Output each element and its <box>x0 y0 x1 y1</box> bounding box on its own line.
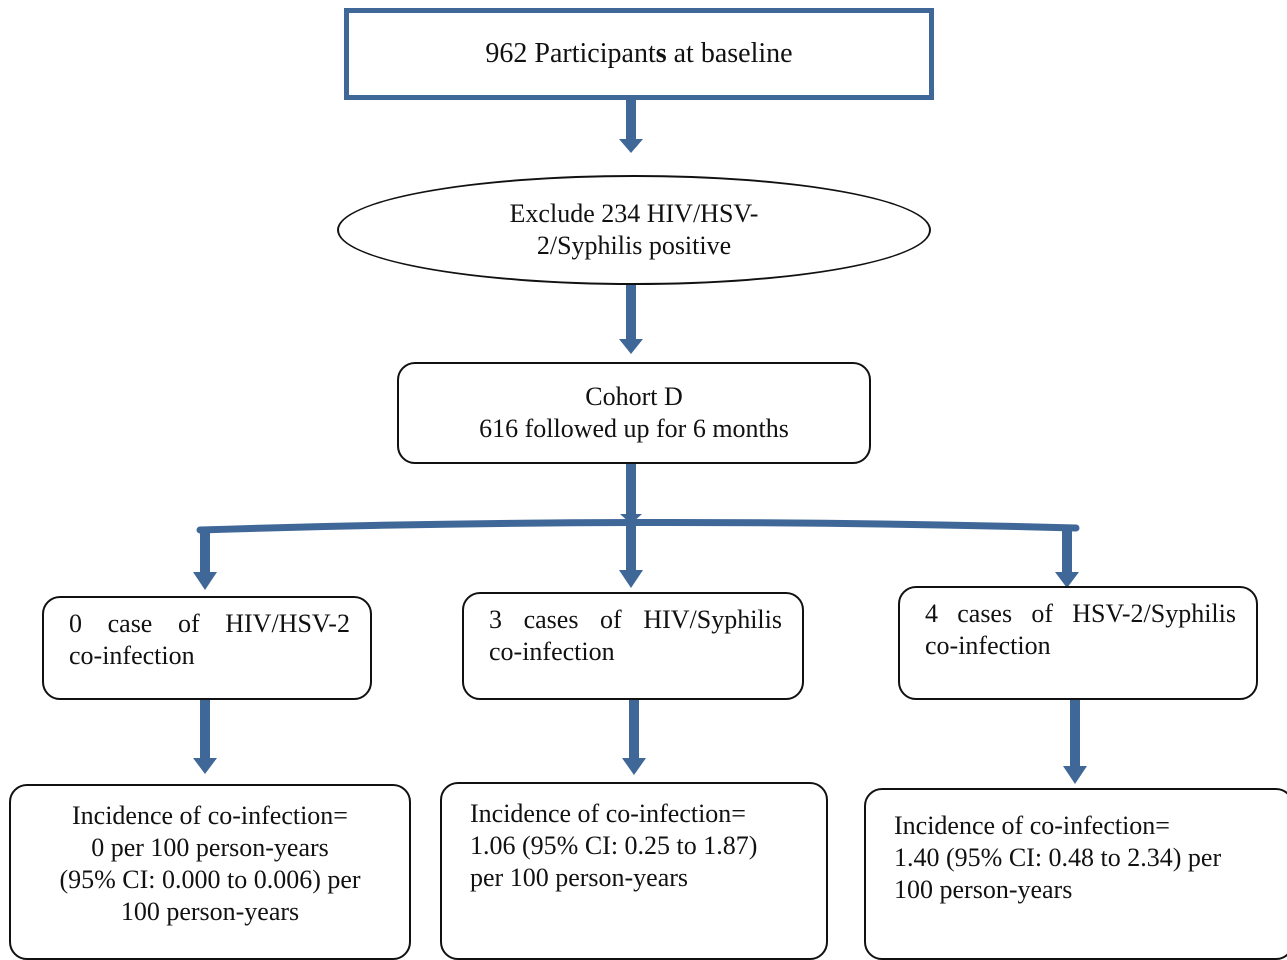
baseline-text-part-1: 962 Participant <box>485 38 656 69</box>
case-line-2: co-infection <box>489 637 615 666</box>
arrowhead-right <box>1055 572 1079 588</box>
case-box-hiv-syphilis: 3 cases of HIV/Syphilis co-infection <box>462 592 804 700</box>
branch-drop-left <box>200 530 210 575</box>
branch-bar <box>196 518 1080 534</box>
arrowhead-2 <box>619 339 643 354</box>
incidence-line: Incidence of co-infection= <box>72 801 348 830</box>
incidence-line: 1.06 (95% CI: 0.25 to 1.87) <box>470 831 758 860</box>
case-line-2: co-infection <box>925 631 1051 660</box>
case-word: 0 <box>69 609 82 638</box>
case-word: of <box>177 609 200 638</box>
arrowhead-middle <box>619 570 643 588</box>
arrowhead-case-1 <box>193 758 217 774</box>
exclusion-line-1: Exclude 234 HIV/HSV- <box>509 199 759 228</box>
cohort-box: Cohort D 616 followed up for 6 months <box>397 362 871 464</box>
baseline-box: 962 Participants at baseline <box>344 8 934 100</box>
arrow-shaft-2 <box>626 283 636 340</box>
exclusion-ellipse: Exclude 234 HIV/HSV- 2/Syphilis positive <box>337 175 931 285</box>
case-line-2: co-infection <box>69 641 195 670</box>
arrowhead-3 <box>620 514 642 524</box>
cohort-followup: 616 followed up for 6 months <box>479 414 789 443</box>
case-word: of <box>1031 599 1053 628</box>
exclusion-line-2: 2/Syphilis positive <box>536 231 732 260</box>
case-line-1: 4 cases of HSV-2/Syphilis <box>925 598 1236 630</box>
case-word: cases <box>523 605 579 634</box>
case-word: HIV/HSV-2 <box>225 609 350 638</box>
arrowhead-1 <box>619 139 643 153</box>
branch-drop-right <box>1062 530 1072 573</box>
incidence-line: (95% CI: 0.000 to 0.006) per <box>59 865 361 894</box>
case-word: HSV-2/Syphilis <box>1072 599 1236 628</box>
case-word: of <box>600 605 622 634</box>
incidence-line: 1.40 (95% CI: 0.48 to 2.34) per <box>894 843 1222 872</box>
case-word: case <box>107 609 153 638</box>
arrow-shaft-3 <box>626 464 636 522</box>
branch-drop-middle <box>626 524 636 574</box>
cohort-title: Cohort D <box>585 382 683 411</box>
incidence-line: 100 person-years <box>894 875 1073 904</box>
case-line-1: 3 cases of HIV/Syphilis <box>489 604 782 636</box>
incidence-line: 0 per 100 person-years <box>91 833 329 862</box>
incidence-line: Incidence of co-infection= <box>470 799 746 828</box>
case-word: cases <box>957 599 1013 628</box>
arrow-shaft-case-3 <box>1070 700 1080 768</box>
arrow-shaft-case-1 <box>200 700 210 760</box>
incidence-box-hiv-syphilis: Incidence of co-infection= 1.06 (95% CI:… <box>440 782 828 960</box>
baseline-text-part-2: s <box>655 38 667 69</box>
case-word: HIV/Syphilis <box>643 605 782 634</box>
case-box-hsv2-syphilis: 4 cases of HSV-2/Syphilis co-infection <box>898 586 1258 700</box>
baseline-text: 962 Participants at baseline <box>485 38 792 70</box>
arrowhead-left <box>193 572 217 590</box>
arrowhead-case-3 <box>1063 766 1087 784</box>
case-line-1: 0 case of HIV/HSV-2 <box>69 608 350 640</box>
incidence-line: 100 person-years <box>120 897 300 926</box>
case-box-hiv-hsv2: 0 case of HIV/HSV-2 co-infection <box>42 596 372 700</box>
incidence-box-hsv2-syphilis: Incidence of co-infection= 1.40 (95% CI:… <box>864 788 1287 960</box>
arrow-shaft-case-2 <box>629 700 639 760</box>
incidence-line: per 100 person-years <box>470 863 689 892</box>
case-word: 4 <box>925 599 938 628</box>
baseline-text-part-3: at baseline <box>666 38 793 69</box>
incidence-box-hiv-hsv2: Incidence of co-infection= 0 per 100 per… <box>9 784 411 960</box>
incidence-line: Incidence of co-infection= <box>894 811 1170 840</box>
case-word: 3 <box>489 605 502 634</box>
arrow-shaft-1 <box>626 100 636 140</box>
arrowhead-case-2 <box>622 758 646 775</box>
